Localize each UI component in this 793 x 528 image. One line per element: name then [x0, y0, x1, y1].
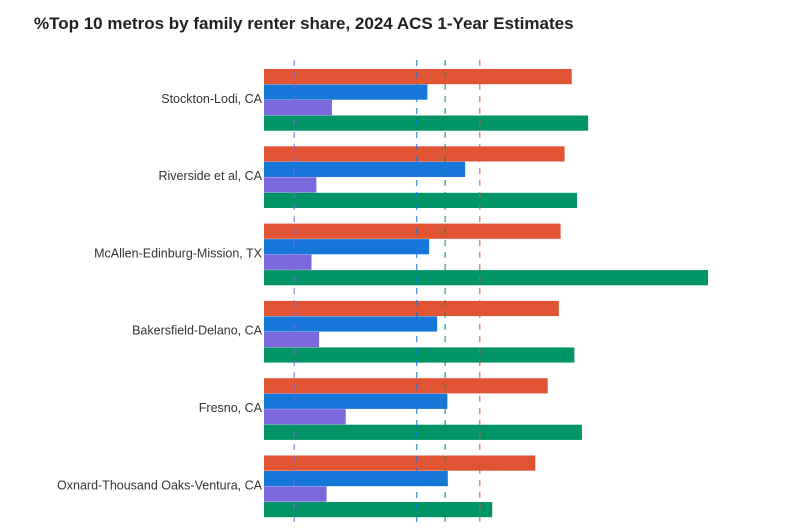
bar-4-row-4 [264, 347, 575, 363]
bar-1-row-2 [264, 146, 565, 162]
bar-3-row-5 [264, 409, 346, 425]
bar-3-row-3 [264, 254, 312, 270]
bar-4-row-2 [264, 192, 578, 208]
bar-4-row-5 [264, 424, 582, 440]
bar-2-row-2 [264, 161, 466, 177]
bar-4-row-6 [264, 502, 493, 518]
bar-3-row-6 [264, 486, 327, 502]
reference-lines-layer [293, 60, 481, 528]
bar-1-row-5 [264, 378, 548, 394]
bar-2-row-4 [264, 316, 438, 332]
category-label: Fresno, CA [199, 401, 263, 415]
chart-title: %Top 10 metros by family renter share, 2… [34, 14, 574, 33]
bar-2-row-1 [264, 84, 428, 100]
bars-layer [264, 69, 708, 518]
category-label: Riverside et al, CA [158, 169, 262, 183]
category-label: McAllen-Edinburg-Mission, TX [94, 246, 263, 260]
bar-2-row-3 [264, 239, 430, 255]
bar-3-row-4 [264, 331, 320, 348]
bar-1-row-1 [264, 69, 572, 85]
bar-3-row-1 [264, 100, 332, 116]
bar-2-row-6 [264, 471, 448, 487]
category-label: Stockton-Lodi, CA [161, 92, 262, 106]
bar-4-row-1 [264, 115, 589, 131]
category-labels-layer: Stockton-Lodi, CA Riverside et al, CA McAl… [57, 92, 263, 493]
category-label: Oxnard-Thousand Oaks-Ventura, CA [57, 478, 263, 492]
bar-1-row-3 [264, 223, 561, 239]
bar-4-row-3 [264, 270, 708, 286]
bar-3-row-2 [264, 177, 317, 193]
bar-1-row-4 [264, 300, 559, 317]
bar-1-row-6 [264, 455, 536, 471]
bar-2-row-5 [264, 393, 448, 409]
category-label: Bakersfield-Delano, CA [132, 324, 263, 338]
